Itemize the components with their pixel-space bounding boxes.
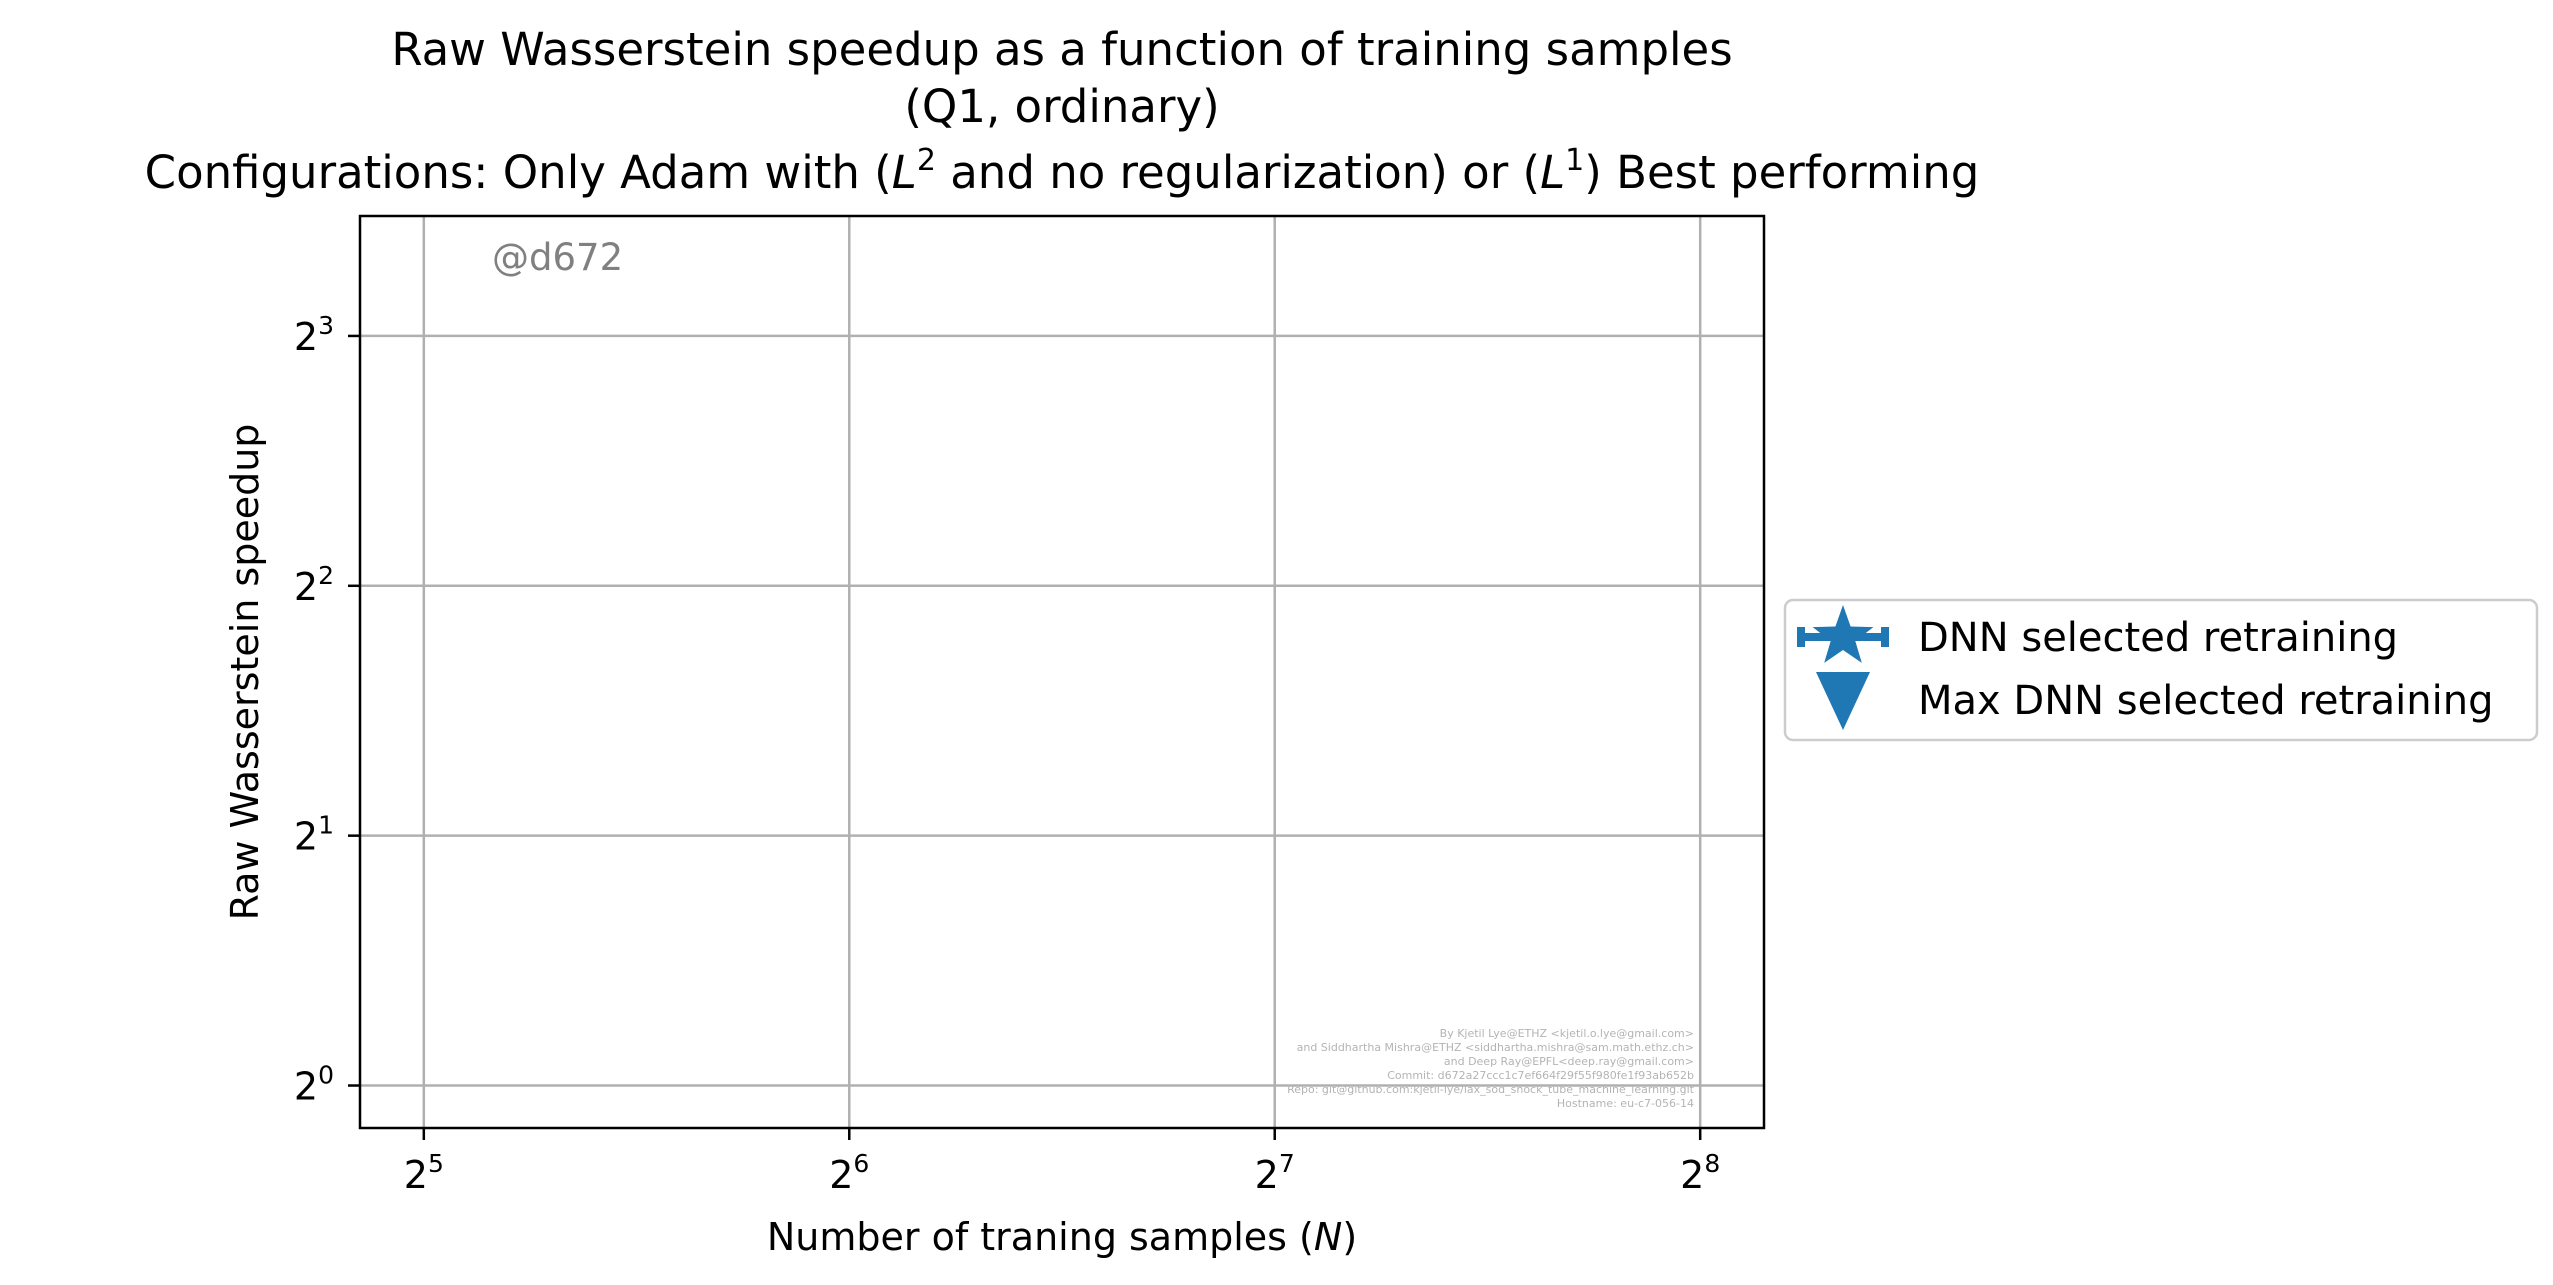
plot-frame <box>358 214 1766 1130</box>
title-l1-base: L <box>1540 146 1565 199</box>
y-tick-base: 2 <box>294 815 318 859</box>
x-tick-base: 2 <box>404 1153 428 1197</box>
chart-title-line-2: (Q1, ordinary) <box>904 80 1219 133</box>
x-tick-label: 25 <box>404 1149 444 1197</box>
x-axis-label-text: Number of traning samples ( <box>767 1215 1314 1259</box>
y-tick-label: 22 <box>294 561 334 609</box>
credit-line: and Deep Ray@EPFL<deep.ray@gmail.com> <box>1444 1055 1694 1068</box>
commit-tag: @d672 <box>492 236 623 279</box>
y-tick-label: 21 <box>294 811 334 859</box>
legend-label-max-dnn-selected: Max DNN selected retraining <box>1918 678 2493 724</box>
x-tick-base: 2 <box>1255 1153 1279 1197</box>
x-axis-ticks: 25 26 27 28 <box>404 1128 1720 1197</box>
y-tick-label: 23 <box>294 311 334 359</box>
x-tick-label: 26 <box>829 1149 869 1197</box>
x-tick-exp: 8 <box>1704 1149 1720 1178</box>
y-tick-exp: 3 <box>318 311 334 340</box>
y-tick-exp: 2 <box>318 561 334 590</box>
triangle-down-icon <box>1816 672 1870 730</box>
credit-line: Repo: git@github.com:kjetil-lye/lax_sod_… <box>1287 1083 1695 1096</box>
x-tick-exp: 5 <box>428 1149 444 1178</box>
chart-title-line-1: Raw Wasserstein speedup as a function of… <box>391 23 1732 76</box>
title-part-after: ) Best performing <box>1584 146 1979 199</box>
y-tick-base: 2 <box>294 1065 318 1109</box>
x-tick-exp: 6 <box>853 1149 869 1178</box>
title-l2-exp: 2 <box>917 143 936 178</box>
legend-item-dnn-selected: DNN selected retraining <box>1797 605 2398 663</box>
x-tick-exp: 7 <box>1279 1149 1295 1178</box>
x-axis-label-var: N <box>1314 1215 1342 1259</box>
grid <box>360 216 1764 1128</box>
y-tick-exp: 1 <box>318 811 334 840</box>
legend-item-max-dnn-selected: Max DNN selected retraining <box>1816 672 2493 730</box>
legend: DNN selected retraining Max DNN selected… <box>1783 598 2539 742</box>
star-errorbar-icon <box>1797 605 1889 663</box>
x-tick-label: 28 <box>1680 1149 1720 1197</box>
title-part-before: Configurations: Only Adam with ( <box>145 146 892 199</box>
x-axis-label-close: ) <box>1342 1215 1357 1259</box>
credit-line: By Kjetil Lye@ETHZ <kjetil.o.lye@gmail.c… <box>1440 1027 1694 1040</box>
x-tick-base: 2 <box>1680 1153 1704 1197</box>
title-l1-exp: 1 <box>1565 143 1584 178</box>
title-part-between: and no regularization) or ( <box>936 146 1540 199</box>
y-tick-base: 2 <box>294 565 318 609</box>
legend-label-dnn-selected: DNN selected retraining <box>1918 615 2398 661</box>
credit-line: Hostname: eu-c7-056-14 <box>1557 1097 1694 1110</box>
y-tick-label: 20 <box>294 1061 334 1109</box>
credits-block: By Kjetil Lye@ETHZ <kjetil.o.lye@gmail.c… <box>1287 1027 1695 1110</box>
credit-line: and Siddhartha Mishra@ETHZ <siddhartha.m… <box>1297 1041 1694 1054</box>
chart-title-line-3: Configurations: Only Adam with (L2 and n… <box>145 143 1980 199</box>
title-l2-base: L <box>892 146 917 199</box>
x-tick-base: 2 <box>829 1153 853 1197</box>
credit-line: Commit: d672a27ccc1c7ef664f29f55f980fe1f… <box>1387 1069 1694 1082</box>
legend-box <box>1783 598 2539 742</box>
y-tick-base: 2 <box>294 315 318 359</box>
y-axis-label: Raw Wasserstein speedup <box>223 424 267 921</box>
x-tick-label: 27 <box>1255 1149 1295 1197</box>
x-axis-label: Number of traning samples (N) <box>767 1215 1357 1259</box>
y-tick-exp: 0 <box>318 1061 334 1090</box>
